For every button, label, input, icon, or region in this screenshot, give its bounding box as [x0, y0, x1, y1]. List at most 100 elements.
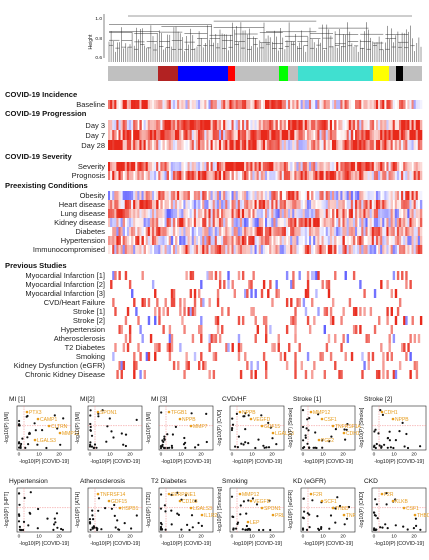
scatter-point — [20, 442, 23, 446]
highlight-point — [331, 424, 335, 428]
heatmap-row-label: CVD/Heart Failure — [44, 298, 105, 307]
scatter-point — [22, 528, 25, 532]
heatmap-row — [108, 236, 423, 245]
scatter-point — [184, 446, 187, 449]
heatmap-row — [112, 352, 412, 361]
scatter-point — [414, 517, 417, 520]
scatter-point — [110, 507, 113, 510]
scatter-point — [406, 528, 409, 531]
scatter-point — [105, 440, 108, 443]
scatter-point — [27, 524, 30, 527]
scatter-point — [245, 512, 248, 515]
scatter-point — [244, 428, 247, 431]
scatter-point — [170, 509, 173, 512]
x-tick: 20 — [269, 452, 275, 458]
gene-label: SPON1 — [100, 410, 117, 416]
scatter-point — [184, 441, 187, 444]
heatmap-row — [112, 298, 402, 307]
scatter-point — [377, 432, 380, 435]
heatmap-row — [108, 162, 423, 171]
scatter-point — [234, 445, 237, 448]
plot-frame — [158, 487, 214, 533]
scatter-point — [301, 409, 305, 412]
scatter-point — [46, 517, 49, 520]
heatmap-row-label: Hypertension — [61, 236, 105, 245]
scatter-point — [88, 445, 92, 448]
highlight-point — [380, 492, 384, 496]
module-color-segment — [373, 66, 389, 81]
x-axis-label: -log10(P) [COVID-19] — [90, 459, 140, 465]
x-axis-label: -log10(P) [COVID-19] — [303, 459, 353, 465]
scatter-point — [159, 525, 163, 529]
scatter-point — [45, 446, 48, 450]
gene-label: LGALS3 — [193, 506, 212, 512]
plot-frame — [87, 487, 143, 533]
heatmap-row-label: Lung disease — [60, 209, 105, 218]
scatter-point — [314, 446, 317, 449]
scatter-point — [401, 421, 404, 424]
gene-label: PTX3 — [29, 410, 42, 416]
scatter-point — [301, 516, 305, 519]
scatter-point — [231, 417, 234, 420]
scatter-point — [89, 441, 92, 444]
y-axis-label: -log10(P) [Stroke] — [288, 407, 294, 448]
highlight-point — [58, 431, 62, 435]
scatter-point — [89, 414, 92, 417]
scatter-point — [90, 445, 93, 448]
scatter-point — [343, 428, 346, 431]
scatter-point — [176, 491, 179, 494]
scatter-point — [26, 436, 29, 439]
heatmap-row-label: Baseline — [76, 100, 105, 109]
highlight-point — [238, 410, 242, 414]
scatter-panel-title: Atherosclerosis — [80, 478, 126, 485]
heatmap-row — [118, 361, 419, 370]
scatter-point — [230, 428, 234, 432]
scatter-point — [311, 499, 314, 502]
scatter-point — [97, 509, 100, 512]
scatter-point — [343, 523, 346, 526]
x-axis-label: -log10(P) [COVID-19] — [374, 459, 424, 465]
scatter-point — [373, 444, 376, 447]
heatmap-row — [131, 289, 398, 298]
scatter-point — [262, 528, 265, 532]
scatter-point — [321, 446, 324, 449]
x-tick: 20 — [198, 452, 204, 458]
scatter-point — [163, 437, 166, 440]
x-tick: 20 — [198, 534, 204, 540]
highlight-point — [118, 506, 122, 510]
scatter-point — [306, 512, 309, 515]
scatter-point — [191, 526, 194, 529]
scatter-point — [176, 512, 179, 515]
scatter-point — [37, 507, 40, 511]
x-tick: 0 — [160, 452, 163, 458]
scatter-point — [374, 498, 377, 501]
y-axis-label: -log10(P) [CKD] — [359, 491, 365, 528]
scatter-point — [91, 514, 94, 517]
scatter-point — [41, 429, 44, 432]
scatter-point — [29, 512, 32, 515]
heatmap-row — [108, 218, 423, 227]
gene-label: LGALS3 — [275, 431, 294, 437]
gene-label: F2R — [384, 492, 394, 498]
heatmap-row-label: Myocardial Infarction [3] — [25, 289, 105, 298]
x-axis-label: -log10(P) [COVID-19] — [232, 541, 282, 547]
scatter-point — [388, 430, 391, 433]
scatter-point — [29, 491, 32, 494]
scatter-point — [168, 446, 171, 449]
scatter-point — [170, 523, 173, 526]
scatter-point — [100, 528, 103, 531]
scatter-point — [161, 445, 164, 448]
heatmap-row — [108, 140, 423, 150]
scatter-point — [171, 446, 174, 449]
scatter-point — [381, 413, 384, 416]
scatter-point — [317, 413, 320, 416]
heatmap-row — [108, 120, 423, 130]
scatter-point — [308, 526, 311, 529]
heatmap-row — [124, 316, 423, 325]
scatter-point — [89, 443, 92, 446]
module-color-segment — [279, 66, 288, 81]
scatter-point — [163, 435, 166, 438]
scatter-point — [162, 440, 165, 443]
